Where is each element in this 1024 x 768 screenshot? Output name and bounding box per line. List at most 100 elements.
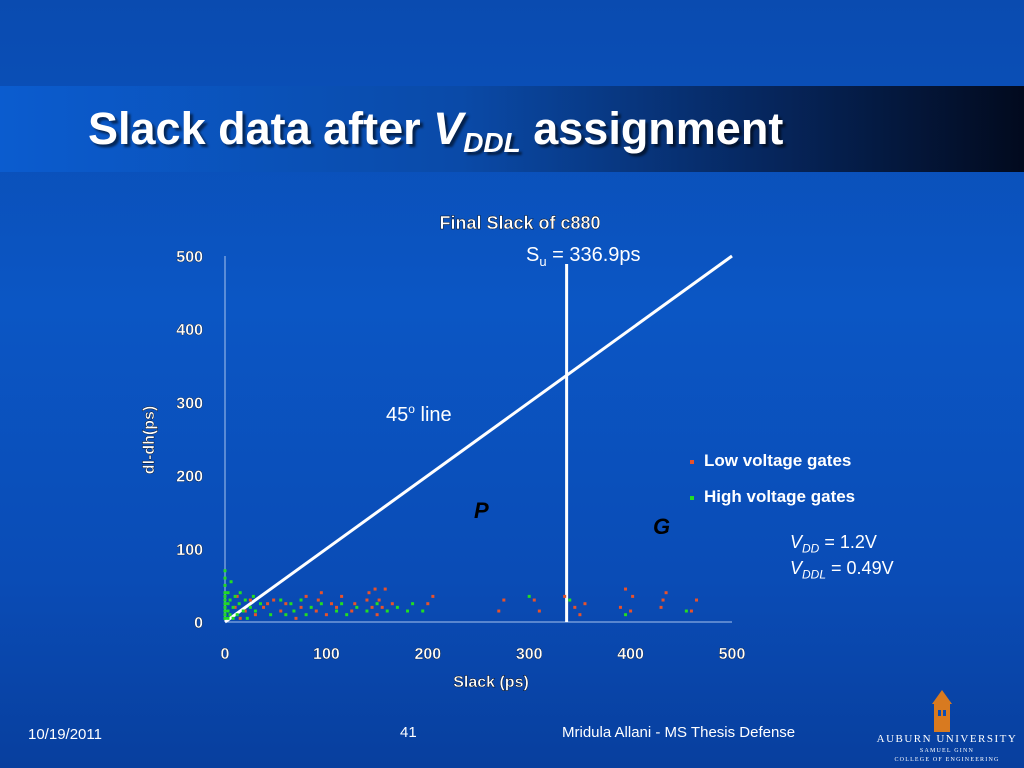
footer-date: 10/19/2011 [28, 726, 102, 743]
low-voltage-point [375, 613, 379, 617]
low-voltage-point [353, 602, 357, 606]
y-tick-label: 100 [176, 542, 203, 559]
high-voltage-point [355, 605, 359, 609]
high-voltage-point [345, 613, 349, 617]
high-voltage-point [223, 605, 227, 609]
high-voltage-point [335, 609, 339, 613]
legend-low-voltage-label: Low voltage gates [704, 451, 852, 470]
line45-number: 45 [386, 404, 408, 426]
vddl-v: V [790, 558, 803, 578]
high-voltage-point [304, 613, 308, 617]
vdd-sub: DD [802, 541, 820, 556]
legend-low-voltage-marker [690, 459, 694, 464]
high-voltage-point [223, 583, 227, 587]
x-tick-label: 500 [719, 646, 746, 663]
footer-page-number: 41 [400, 724, 417, 741]
high-voltage-point [243, 598, 247, 602]
region-g-label: G [653, 514, 670, 539]
low-voltage-point [573, 605, 577, 609]
legend-high-voltage-label: High voltage gates [704, 487, 856, 506]
low-voltage-point [618, 605, 622, 609]
low-voltage-point [383, 587, 387, 591]
data-points [223, 569, 699, 620]
high-voltage-point [237, 602, 241, 606]
high-voltage-point [223, 616, 227, 620]
low-voltage-point [631, 594, 635, 598]
low-voltage-point [695, 598, 699, 602]
high-voltage-point [284, 613, 288, 617]
line45-sup: o [408, 402, 415, 416]
high-voltage-point [223, 594, 227, 598]
high-voltage-point [228, 613, 232, 617]
x-tick-label: 0 [221, 646, 230, 663]
low-voltage-point [340, 594, 344, 598]
low-voltage-point [370, 605, 374, 609]
low-voltage-point [238, 616, 242, 620]
high-voltage-point [245, 616, 249, 620]
vdd-info: VDD = 1.2V [790, 532, 877, 556]
high-voltage-point [228, 598, 232, 602]
high-voltage-point [527, 594, 531, 598]
high-voltage-point [299, 598, 303, 602]
high-voltage-point [289, 602, 293, 606]
low-voltage-point [279, 609, 283, 613]
footer-author: Mridula Allani - MS Thesis Defense [562, 724, 796, 741]
low-voltage-point [661, 598, 665, 602]
high-voltage-point [235, 613, 239, 617]
title-suffix: assignment [520, 103, 784, 154]
low-voltage-point [502, 598, 506, 602]
vdd-value: = 1.2V [819, 532, 877, 552]
vddl-sub: DDL [802, 567, 827, 582]
low-voltage-point [664, 591, 668, 595]
low-voltage-point [624, 587, 628, 591]
low-voltage-point [629, 609, 633, 613]
x-tick-label: 400 [617, 646, 644, 663]
reference-lines [224, 254, 733, 624]
low-voltage-point [316, 598, 320, 602]
high-voltage-point [253, 609, 257, 613]
high-voltage-point [248, 605, 252, 609]
low-voltage-point [243, 609, 247, 613]
chart-title: Final Slack of c880 [439, 213, 600, 233]
y-tick-label: 300 [176, 395, 203, 412]
high-voltage-point [223, 598, 227, 602]
low-voltage-point [329, 602, 333, 606]
low-voltage-point [319, 591, 323, 595]
y-tick-label: 0 [194, 615, 203, 632]
high-voltage-point [319, 602, 323, 606]
vddl-value: = 0.49V [826, 558, 894, 578]
y-tick-label: 400 [176, 322, 203, 339]
legend-low-voltage: Low voltage gates [690, 451, 851, 471]
low-voltage-point [294, 616, 298, 620]
low-voltage-point [532, 598, 536, 602]
high-voltage-point [226, 602, 230, 606]
high-voltage-point [292, 609, 296, 613]
low-voltage-point [373, 587, 377, 591]
high-voltage-point [309, 605, 313, 609]
low-voltage-point [304, 594, 308, 598]
title-v: V [433, 103, 464, 154]
high-voltage-point [258, 602, 262, 606]
high-voltage-point [238, 591, 242, 595]
x-axis-label: Slack (ps) [453, 674, 529, 691]
high-voltage-point [231, 616, 235, 620]
low-voltage-point [537, 609, 541, 613]
high-voltage-point [226, 591, 230, 595]
low-voltage-point [284, 602, 288, 606]
high-voltage-point [231, 605, 235, 609]
su-sub: u [539, 254, 546, 269]
high-voltage-point [241, 609, 245, 613]
title-prefix: Slack data after [88, 103, 434, 154]
high-voltage-point [684, 609, 688, 613]
low-voltage-point [235, 594, 239, 598]
tick-labels: 0 100 200 300 400 500 0 100 200 300 400 500 [176, 249, 745, 663]
high-voltage-point [269, 613, 273, 617]
low-voltage-point [233, 605, 237, 609]
high-voltage-point [421, 609, 425, 613]
legend-high-voltage: High voltage gates [690, 487, 855, 507]
low-voltage-point [335, 605, 339, 609]
high-voltage-point [251, 594, 255, 598]
low-voltage-point [689, 609, 693, 613]
high-voltage-point [279, 598, 283, 602]
